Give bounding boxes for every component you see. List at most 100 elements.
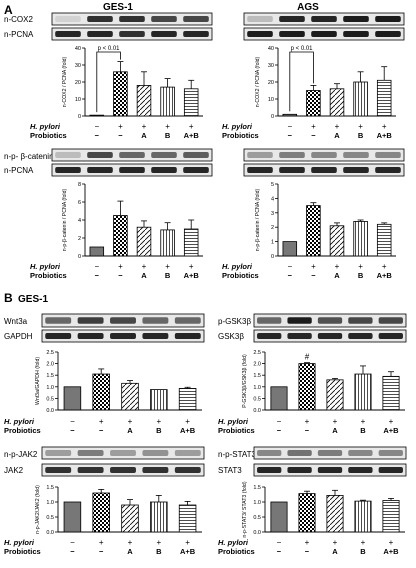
blot-label-jak2: JAK2 bbox=[4, 466, 24, 475]
blot-band bbox=[287, 317, 312, 324]
blot-band bbox=[257, 333, 282, 339]
hpylori-cell: + bbox=[305, 538, 310, 547]
blot-n-p-stat3 bbox=[253, 446, 407, 460]
probiotics-cell: A bbox=[332, 426, 338, 435]
blot-label-gapdh: GAPDH bbox=[4, 332, 33, 341]
blot-band bbox=[247, 31, 273, 37]
y-tick-label: 1.5 bbox=[46, 485, 54, 491]
bar bbox=[63, 386, 82, 411]
hpylori-cell: + bbox=[361, 538, 366, 547]
hpylori-cell: + bbox=[333, 538, 338, 547]
y-tick-label: 1.5 bbox=[46, 373, 54, 379]
blot-wnt3a bbox=[41, 313, 205, 328]
y-tick-label: 0 bbox=[78, 114, 81, 120]
y-tick-label: 1 bbox=[271, 240, 274, 246]
blot-band bbox=[378, 467, 403, 473]
probiotics-cell: B bbox=[156, 547, 162, 556]
blot-band bbox=[119, 152, 145, 158]
hpylori-cell: + bbox=[311, 122, 316, 131]
bar bbox=[136, 226, 152, 257]
blot-gsk3b bbox=[253, 329, 407, 343]
blot-label-n-p-bcatenin: n-p- β-catenin bbox=[4, 152, 54, 161]
blot-band bbox=[343, 31, 369, 37]
hpylori-cell: + bbox=[128, 417, 133, 426]
probiotics-cell: B bbox=[360, 426, 366, 435]
probiotics-cell: − bbox=[288, 131, 293, 140]
hpylori-cell: − bbox=[94, 262, 99, 271]
blot-band bbox=[183, 167, 209, 173]
y-axis-label: n-COX2 / PCNA (fold) bbox=[62, 57, 68, 108]
blot-band bbox=[110, 450, 136, 456]
y-axis-label: n-p-STAT3/ STAT3 (fold) bbox=[242, 481, 248, 537]
row-label-hpylori: H. pylori bbox=[4, 538, 35, 547]
probiotics-cell: − bbox=[70, 426, 75, 435]
chart-cox2-ges1: 0 10 20 30 40 n-COX2 / PCNA (fold) p < 0.01 bbox=[62, 46, 203, 120]
probiotics-cell: − bbox=[70, 547, 75, 556]
blot-band bbox=[174, 333, 201, 339]
blot-band bbox=[317, 450, 343, 456]
y-tick-label: 2.5 bbox=[46, 350, 54, 356]
hpylori-cell: + bbox=[382, 262, 387, 271]
blot-label-n-p-jak2: n-p-JAK2 bbox=[4, 450, 38, 459]
blot-band bbox=[183, 16, 209, 22]
bar bbox=[113, 215, 128, 257]
blot-band bbox=[151, 16, 177, 22]
bar bbox=[353, 81, 368, 117]
probiotics-cell: − bbox=[118, 271, 123, 280]
y-tick-label: 2.0 bbox=[253, 362, 261, 368]
hpylori-cell: + bbox=[99, 538, 104, 547]
bar bbox=[382, 500, 400, 533]
blot-band bbox=[348, 450, 373, 456]
panel-label-b: B bbox=[4, 291, 13, 305]
blot-band bbox=[142, 467, 169, 473]
row-label-hpylori: H. pylori bbox=[4, 417, 35, 426]
blot-band bbox=[279, 16, 305, 22]
blot-band bbox=[257, 450, 282, 456]
blot-band bbox=[375, 167, 401, 173]
probiotics-cell: − bbox=[305, 426, 310, 435]
chart-jak2: 0.0 0.5 1.0 1.5 n-p-JAK2/JAK2 (fold) bbox=[35, 485, 202, 536]
hpylori-cell: + bbox=[382, 122, 387, 131]
y-tick-label: 6 bbox=[78, 200, 81, 206]
blot-band bbox=[183, 31, 209, 37]
probiotics-cell: B bbox=[165, 271, 171, 280]
blot-label-n-pcna: n-PCNA bbox=[4, 30, 34, 39]
blot-band bbox=[317, 317, 343, 324]
hpylori-cell: + bbox=[185, 417, 190, 426]
probiotics-cell: − bbox=[277, 547, 282, 556]
bar bbox=[178, 504, 197, 533]
blot-bcatenin-ags bbox=[243, 148, 405, 162]
y-tick-label: 30 bbox=[268, 63, 274, 69]
y-tick-label: 0.0 bbox=[253, 408, 261, 414]
y-tick-label: 30 bbox=[75, 63, 81, 69]
bar bbox=[63, 501, 82, 533]
chart-bcat-ags: 0 1 2 3 4 5 n-p-β-catenin / PCNA (fold) bbox=[255, 182, 396, 260]
blot-label-n-p-stat3: n-p-STAT3 bbox=[218, 450, 256, 459]
blot-band bbox=[55, 167, 81, 173]
chart-bcat-ges1: 0 2 4 6 8 n-p-β-catenin / PCNA (fold) bbox=[62, 182, 203, 260]
hpylori-cell: + bbox=[358, 262, 363, 271]
bar bbox=[150, 501, 168, 533]
bar bbox=[282, 113, 298, 117]
hpylori-cell: − bbox=[287, 122, 292, 131]
significance-bracket bbox=[96, 51, 121, 113]
blot-band bbox=[87, 152, 113, 158]
blot-band bbox=[279, 31, 305, 37]
y-tick-label: 40 bbox=[268, 46, 274, 52]
blot-label-gsk3b: GSK3β bbox=[218, 332, 244, 341]
hpylori-cell: + bbox=[156, 417, 161, 426]
blot-band bbox=[151, 31, 177, 37]
hpylori-cell: + bbox=[142, 262, 147, 271]
probiotics-cell: A bbox=[141, 131, 147, 140]
bar bbox=[178, 388, 197, 411]
probiotics-cell: − bbox=[95, 271, 100, 280]
y-tick-label: 1.0 bbox=[46, 500, 54, 506]
blot-band bbox=[119, 167, 145, 173]
cell-line-ges1-b: GES-1 bbox=[18, 294, 48, 305]
blot-band bbox=[119, 16, 145, 22]
bar bbox=[376, 79, 392, 117]
probiotics-cell: − bbox=[95, 131, 100, 140]
